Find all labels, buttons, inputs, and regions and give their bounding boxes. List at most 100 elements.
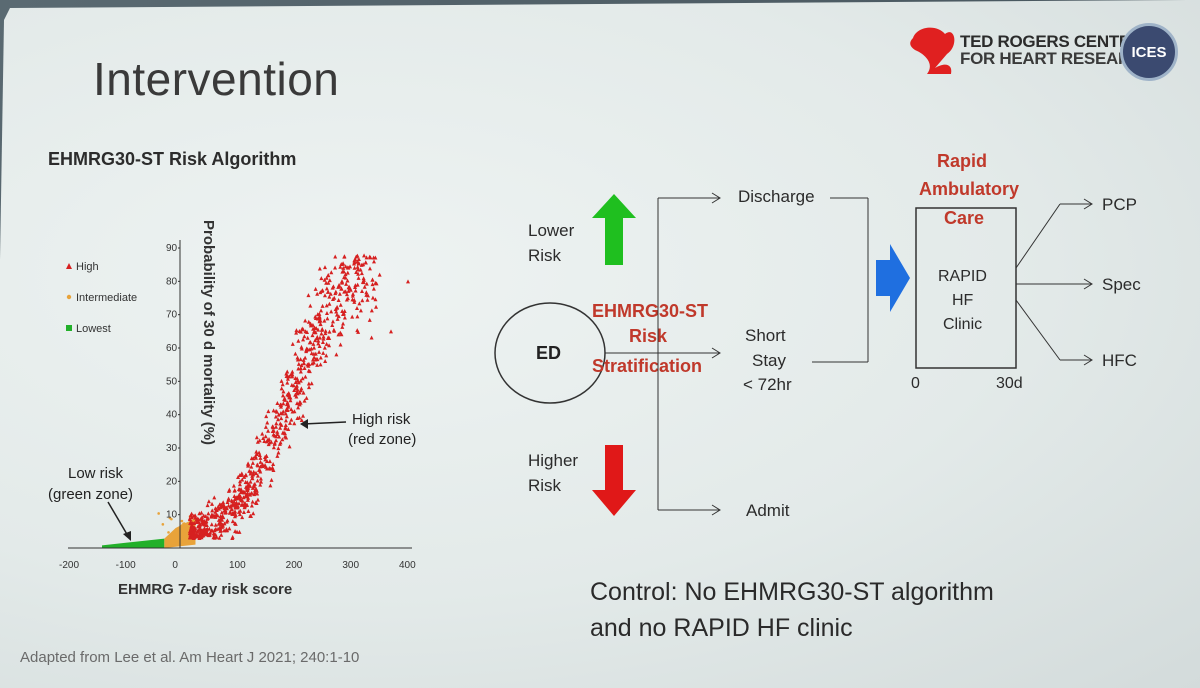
high-point [190,533,195,538]
high-point [226,503,231,508]
high-point [298,369,303,374]
high-point [406,279,410,284]
high-point [288,398,293,403]
ed-label: ED [536,343,561,363]
high-point [295,416,300,421]
high-point [296,405,301,410]
intermediate-point [157,512,160,515]
high-point [355,264,360,269]
high-point [286,393,291,398]
high-point [323,328,328,333]
low-risk-annotation-1: Low risk [68,465,124,482]
high-point [276,412,281,417]
high-point [280,393,285,398]
high-point [324,303,329,308]
high-point [355,314,360,319]
discharge-arrowhead [711,192,721,204]
high-point [232,487,237,492]
high-point [213,532,218,537]
high-point [362,253,367,258]
high-point [337,291,342,296]
high-point [274,424,279,429]
high-point [308,303,313,308]
high-point [298,366,303,371]
high-point [340,269,345,274]
high-point [202,518,207,523]
high-point [371,286,376,291]
y-tick-label: 90 [166,243,178,254]
high-point [362,284,367,289]
high-point [374,304,379,309]
intermediate-point [167,531,170,534]
high-point [257,453,262,458]
high-point [243,480,248,485]
high-point [265,420,270,425]
high-point [285,380,290,385]
high-point [317,319,322,324]
high-point [338,302,343,307]
high-point [302,365,307,370]
high-point [369,335,374,340]
high-point [356,275,361,280]
high-point [258,476,263,481]
high-point [189,511,194,516]
y-tick-label: 30 [166,443,178,454]
high-point [230,519,235,524]
high-point [278,425,283,430]
x-tick-label: 0 [172,560,178,571]
high-point [306,381,311,386]
high-point [367,266,372,271]
high-point [301,327,306,332]
high-point [292,421,297,426]
high-point [292,409,297,414]
high-point [341,321,346,326]
high-point [191,513,196,518]
high-point [212,495,217,500]
high-point [196,534,201,539]
discharge-label: Discharge [738,187,815,206]
high-point [283,418,288,423]
high-point [250,485,255,490]
high-point [319,331,324,336]
high-point [324,286,329,291]
x-tick-label: 300 [342,560,359,571]
intermediate-point [181,535,184,538]
high-point [230,499,235,504]
high-point [275,429,280,434]
intermediate-point [183,522,186,525]
high-point [227,510,232,515]
high-point [258,455,263,460]
to-hfc-arrow [1015,299,1061,361]
x-axis-label: EHMRG 7-day risk score [118,581,292,598]
spec-arrowhead [1083,278,1093,290]
high-point [219,510,224,515]
high-point [187,535,192,540]
high-point [345,278,350,283]
high-point [194,520,199,525]
high-point [321,350,326,355]
high-point [340,324,345,329]
high-point [361,280,366,285]
high-point [215,513,220,518]
high-point [200,533,205,538]
high-point [332,328,337,333]
control-line-2: and no RAPID HF clinic [590,614,853,642]
high-point [220,517,225,522]
high-point [218,528,223,533]
high-point [345,265,350,270]
high-point [350,293,355,298]
high-point [344,281,349,286]
high-point [257,450,262,455]
high-point [237,482,242,487]
high-point [322,293,327,298]
intermediate-point [180,519,184,523]
legend-label: Intermediate [76,292,137,304]
high-point [330,322,335,327]
high-point [346,288,351,293]
high-point [314,336,319,341]
high-point [327,278,332,283]
rapid-hf-clinic-box [915,207,1017,369]
y-axis-label: Probability of 30 d mortality (%) [200,220,217,445]
high-point [367,317,372,322]
